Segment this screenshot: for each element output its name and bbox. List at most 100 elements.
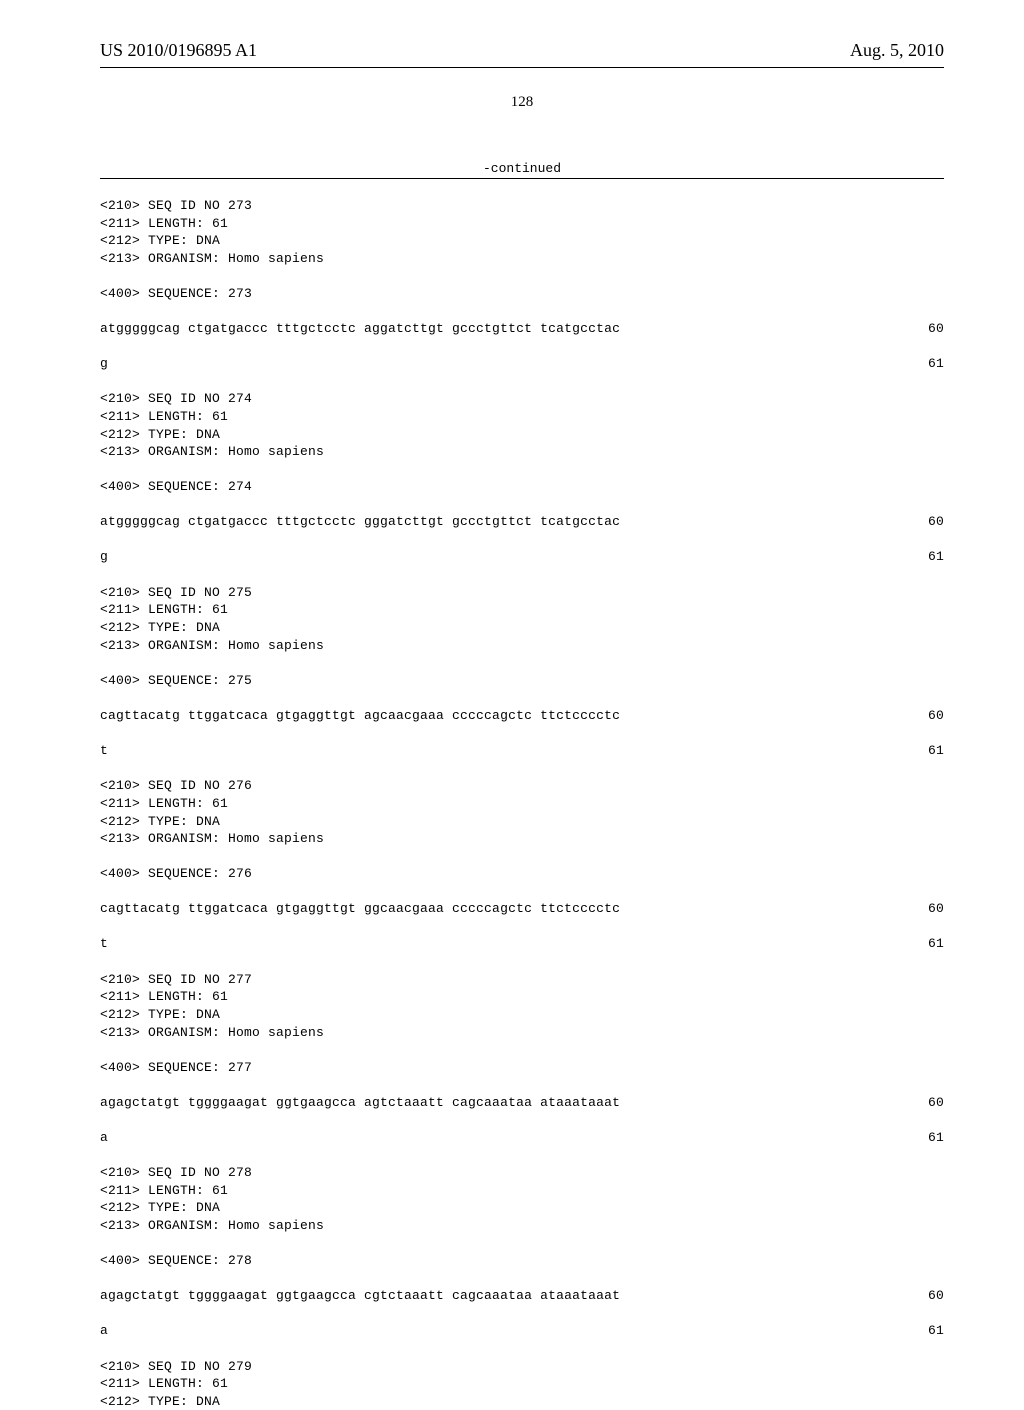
sequence-row: a 61	[100, 1322, 944, 1340]
sequence-row: g 61	[100, 355, 944, 373]
blank-line	[100, 918, 944, 936]
sequence-position: 60	[928, 1094, 944, 1112]
sequence-position: 61	[928, 1322, 944, 1340]
sequence-entry: <210> SEQ ID NO 274<211> LENGTH: 61<212>…	[100, 390, 944, 565]
sequence-position: 61	[928, 742, 944, 760]
sequence-label: <400> SEQUENCE: 276	[100, 865, 944, 883]
sequence-meta-line: <211> LENGTH: 61	[100, 408, 944, 426]
sequence-row: atgggggcag ctgatgaccc tttgctcctc gggatct…	[100, 513, 944, 531]
sequence-row: agagctatgt tggggaagat ggtgaagcca cgtctaa…	[100, 1287, 944, 1305]
sequence-row: t 61	[100, 742, 944, 760]
sequence-entry: <210> SEQ ID NO 276<211> LENGTH: 61<212>…	[100, 777, 944, 952]
sequence-meta-line: <210> SEQ ID NO 276	[100, 777, 944, 795]
sequence-label: <400> SEQUENCE: 278	[100, 1252, 944, 1270]
sequence-bases: a	[100, 1129, 108, 1147]
continued-label: -continued	[100, 161, 944, 176]
sequence-meta-line: <212> TYPE: DNA	[100, 813, 944, 831]
sequence-meta-line: <211> LENGTH: 61	[100, 601, 944, 619]
sequence-row: cagttacatg ttggatcaca gtgaggttgt ggcaacg…	[100, 900, 944, 918]
sequence-meta-line: <211> LENGTH: 61	[100, 795, 944, 813]
sequence-position: 61	[928, 935, 944, 953]
sequence-position: 61	[928, 1129, 944, 1147]
sequence-entry: <210> SEQ ID NO 277<211> LENGTH: 61<212>…	[100, 971, 944, 1146]
sequence-position: 61	[928, 355, 944, 373]
blank-line	[100, 689, 944, 707]
sequence-meta-line: <211> LENGTH: 61	[100, 1182, 944, 1200]
sequence-meta-line: <212> TYPE: DNA	[100, 619, 944, 637]
blank-line	[100, 531, 944, 549]
blank-line	[100, 724, 944, 742]
blank-line	[100, 883, 944, 901]
blank-line	[100, 1111, 944, 1129]
sequence-label: <400> SEQUENCE: 275	[100, 672, 944, 690]
sequence-meta-line: <210> SEQ ID NO 279	[100, 1358, 944, 1376]
page-number: 128	[100, 94, 944, 111]
sequence-listing-body: <210> SEQ ID NO 273<211> LENGTH: 61<212>…	[100, 197, 944, 1410]
sequence-meta-line: <213> ORGANISM: Homo sapiens	[100, 443, 944, 461]
blank-line	[100, 1235, 944, 1253]
sequence-label: <400> SEQUENCE: 274	[100, 478, 944, 496]
sequence-position: 60	[928, 707, 944, 725]
sequence-bases: g	[100, 355, 108, 373]
sequence-meta-line: <211> LENGTH: 61	[100, 1375, 944, 1393]
blank-line	[100, 496, 944, 514]
sequence-entry: <210> SEQ ID NO 279<211> LENGTH: 61<212>…	[100, 1358, 944, 1410]
sequence-position: 60	[928, 320, 944, 338]
sequence-bases: cagttacatg ttggatcaca gtgaggttgt ggcaacg…	[100, 900, 620, 918]
sequence-meta-line: <212> TYPE: DNA	[100, 232, 944, 250]
sequence-position: 60	[928, 513, 944, 531]
sequence-bases: agagctatgt tggggaagat ggtgaagcca cgtctaa…	[100, 1287, 620, 1305]
sequence-meta-line: <213> ORGANISM: Homo sapiens	[100, 637, 944, 655]
blank-line	[100, 461, 944, 479]
sequence-meta-line: <211> LENGTH: 61	[100, 215, 944, 233]
blank-line	[100, 654, 944, 672]
sequence-bases: cagttacatg ttggatcaca gtgaggttgt agcaacg…	[100, 707, 620, 725]
sequence-meta-line: <212> TYPE: DNA	[100, 1199, 944, 1217]
sequence-label: <400> SEQUENCE: 277	[100, 1059, 944, 1077]
sequence-position: 61	[928, 548, 944, 566]
sequence-meta-line: <213> ORGANISM: Homo sapiens	[100, 1024, 944, 1042]
blank-line	[100, 1076, 944, 1094]
sequence-position: 60	[928, 1287, 944, 1305]
sequence-meta-line: <213> ORGANISM: Homo sapiens	[100, 250, 944, 268]
sequence-bases: t	[100, 742, 108, 760]
sequence-bases: atgggggcag ctgatgaccc tttgctcctc aggatct…	[100, 320, 620, 338]
sequence-label: <400> SEQUENCE: 273	[100, 285, 944, 303]
sequence-bases: g	[100, 548, 108, 566]
blank-line	[100, 302, 944, 320]
sequence-bases: atgggggcag ctgatgaccc tttgctcctc gggatct…	[100, 513, 620, 531]
sequence-bases: a	[100, 1322, 108, 1340]
blank-line	[100, 337, 944, 355]
sequence-meta-line: <210> SEQ ID NO 273	[100, 197, 944, 215]
sequence-position: 60	[928, 900, 944, 918]
sequence-row: cagttacatg ttggatcaca gtgaggttgt agcaacg…	[100, 707, 944, 725]
publication-date: Aug. 5, 2010	[850, 40, 944, 61]
publication-number: US 2010/0196895 A1	[100, 40, 257, 61]
sequence-meta-line: <211> LENGTH: 61	[100, 988, 944, 1006]
sequence-bases: agagctatgt tggggaagat ggtgaagcca agtctaa…	[100, 1094, 620, 1112]
sequence-meta-line: <212> TYPE: DNA	[100, 1393, 944, 1410]
sequence-row: atgggggcag ctgatgaccc tttgctcctc aggatct…	[100, 320, 944, 338]
sequence-meta-line: <210> SEQ ID NO 275	[100, 584, 944, 602]
sequence-meta-line: <212> TYPE: DNA	[100, 426, 944, 444]
sequence-bases: t	[100, 935, 108, 953]
sequence-entry: <210> SEQ ID NO 273<211> LENGTH: 61<212>…	[100, 197, 944, 372]
blank-line	[100, 848, 944, 866]
sequence-entry: <210> SEQ ID NO 275<211> LENGTH: 61<212>…	[100, 584, 944, 759]
sequence-meta-line: <212> TYPE: DNA	[100, 1006, 944, 1024]
sequence-row: g 61	[100, 548, 944, 566]
page-container: US 2010/0196895 A1 Aug. 5, 2010 128 -con…	[0, 0, 1024, 1320]
sequence-entry: <210> SEQ ID NO 278<211> LENGTH: 61<212>…	[100, 1164, 944, 1339]
sequence-listing-rule-top	[100, 178, 944, 179]
sequence-row: t 61	[100, 935, 944, 953]
sequence-meta-line: <210> SEQ ID NO 277	[100, 971, 944, 989]
sequence-meta-line: <213> ORGANISM: Homo sapiens	[100, 1217, 944, 1235]
sequence-row: a 61	[100, 1129, 944, 1147]
page-header: US 2010/0196895 A1 Aug. 5, 2010	[100, 40, 944, 61]
sequence-meta-line: <210> SEQ ID NO 278	[100, 1164, 944, 1182]
blank-line	[100, 1041, 944, 1059]
blank-line	[100, 267, 944, 285]
sequence-meta-line: <213> ORGANISM: Homo sapiens	[100, 830, 944, 848]
sequence-row: agagctatgt tggggaagat ggtgaagcca agtctaa…	[100, 1094, 944, 1112]
header-rule	[100, 67, 944, 68]
